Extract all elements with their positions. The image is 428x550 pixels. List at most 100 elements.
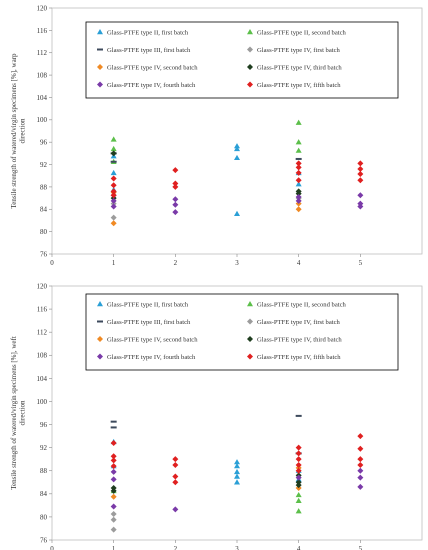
series-2 — [110, 487, 302, 514]
legend-marker — [97, 353, 103, 360]
series-6 — [110, 472, 302, 494]
data-point — [110, 453, 117, 460]
data-point — [110, 493, 117, 500]
data-point — [357, 433, 364, 440]
data-point — [295, 181, 302, 187]
x-tick-label: 4 — [297, 545, 301, 550]
legend-marker — [97, 81, 103, 88]
data-point — [110, 476, 117, 483]
data-point — [357, 456, 364, 463]
data-point — [295, 160, 302, 167]
legend-marker — [247, 81, 253, 88]
y-tick-label: 100 — [37, 116, 48, 124]
legend: Glass-PTFE type II, first batch Glass-PTF… — [85, 293, 399, 371]
y-axis-label: Tensile strength of watered/virgin speci… — [10, 53, 27, 209]
y-tick-label: 92 — [40, 161, 48, 169]
data-point — [357, 467, 364, 474]
y-tick-label: 108 — [37, 71, 48, 79]
data-point — [357, 461, 364, 468]
data-point — [234, 463, 240, 469]
data-point — [172, 506, 179, 513]
series-1 — [110, 438, 302, 485]
legend-box — [85, 21, 399, 99]
y-tick-label: 96 — [40, 421, 48, 429]
data-point — [110, 457, 117, 464]
x-tick-label: 5 — [359, 545, 363, 550]
data-point — [110, 203, 117, 210]
data-point — [234, 459, 240, 465]
data-point — [295, 164, 302, 171]
data-point — [295, 482, 302, 489]
y-tick-label: 104 — [37, 94, 48, 102]
y-tick-label: 120 — [37, 282, 48, 290]
data-point — [295, 169, 302, 176]
data-point — [295, 508, 302, 514]
legend-marker — [247, 318, 253, 325]
series-5 — [110, 464, 302, 500]
legend-entry-label: Glass-PTFE type IV, first batch — [257, 319, 341, 326]
x-tick-label: 4 — [297, 259, 301, 267]
data-point — [172, 167, 179, 174]
y-tick-label: 96 — [40, 139, 48, 147]
data-point — [295, 456, 302, 463]
y-tick-label: 88 — [40, 467, 48, 475]
y-tick-label: 120 — [37, 4, 48, 12]
x-tick-label: 2 — [174, 259, 178, 267]
data-point — [110, 192, 117, 199]
legend-marker — [97, 320, 103, 323]
data-point — [295, 190, 302, 197]
legend-entry-label: Glass-PTFE type IV, first batch — [257, 47, 341, 54]
legend-entry-label: Glass-PTFE type IV, third batch — [257, 336, 342, 343]
data-point — [110, 526, 117, 533]
y-tick-label: 80 — [40, 228, 48, 236]
data-point — [295, 139, 302, 145]
legend-entry-label: Glass-PTFE type III, first batch — [107, 319, 191, 326]
series-2 — [110, 119, 302, 164]
data-point — [172, 196, 179, 203]
y-tick-label: 76 — [40, 536, 48, 544]
weft-chart-panel: 76 80 84 88 92 96 100 104 108 112 116 120 0 1 2 3 4 5 Tens… — [0, 278, 428, 550]
data-point — [295, 414, 302, 417]
data-point — [234, 473, 240, 479]
y-tick-label: 108 — [37, 352, 48, 360]
data-point — [357, 445, 364, 452]
x-tick-label: 1 — [112, 259, 116, 267]
y-tick-label: 88 — [40, 183, 48, 191]
data-point — [357, 171, 364, 178]
y-tick-label: 116 — [37, 27, 48, 35]
data-point — [234, 143, 240, 149]
x-tick-label: 3 — [235, 545, 239, 550]
data-point — [295, 467, 302, 474]
data-point — [110, 214, 117, 221]
data-point — [295, 177, 302, 184]
data-point — [295, 119, 302, 125]
data-point — [357, 474, 364, 481]
x-tick-label: 0 — [50, 259, 54, 267]
y-tick-label: 92 — [40, 444, 48, 452]
series-6 — [110, 150, 302, 202]
y-axis-label: Tensile strength of watered/virgin speci… — [10, 336, 27, 490]
data-point — [357, 483, 364, 490]
data-point — [172, 180, 179, 187]
x-tick-label: 5 — [359, 259, 363, 267]
y-tick-label: 84 — [40, 206, 48, 214]
legend-marker — [97, 48, 103, 51]
data-point — [295, 157, 302, 160]
data-point — [357, 166, 364, 173]
y-tick-label: 112 — [37, 329, 48, 337]
data-point — [110, 188, 117, 195]
legend-entry-label: Glass-PTFE type IV, second batch — [107, 336, 198, 343]
data-point — [110, 516, 117, 523]
legend-entry-label: Glass-PTFE type II, first batch — [107, 301, 189, 308]
data-point — [110, 160, 117, 163]
y-tick-label: 76 — [40, 250, 48, 258]
data-point — [110, 420, 117, 423]
x-tick-label: 0 — [50, 545, 54, 550]
legend-marker — [247, 353, 253, 360]
y-tick-label: 100 — [37, 398, 48, 406]
series-3 — [110, 152, 302, 163]
data-point — [172, 461, 179, 468]
data-point — [110, 145, 117, 152]
series-1 — [110, 143, 302, 216]
weft-direction-scatter-chart: 76 80 84 88 92 96 100 104 108 112 116 120 0 1 2 3 4 5 Tens… — [10, 282, 423, 550]
